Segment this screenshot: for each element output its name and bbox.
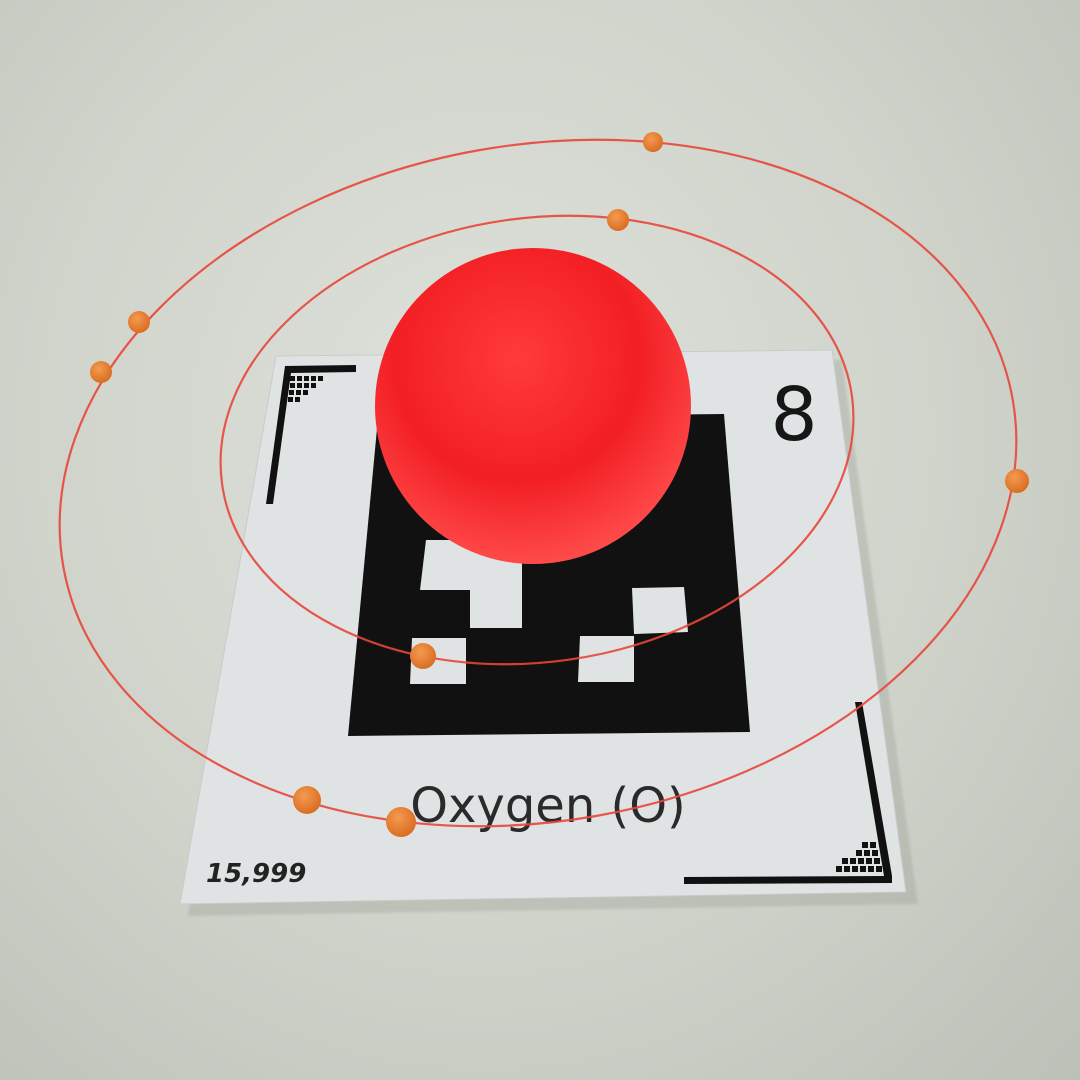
outer-orbit: [58, 138, 1018, 828]
electron[interactable]: [643, 132, 663, 152]
inner-orbit: [219, 214, 855, 666]
electron[interactable]: [410, 643, 436, 669]
atomic-number: 8: [770, 372, 817, 458]
electron[interactable]: [90, 361, 112, 383]
nucleus[interactable]: [375, 248, 691, 564]
electron[interactable]: [128, 311, 150, 333]
electron[interactable]: [293, 786, 321, 814]
electron[interactable]: [1005, 469, 1029, 493]
electron[interactable]: [607, 209, 629, 231]
corner-mark-top-left: [266, 365, 356, 504]
electron[interactable]: [386, 807, 416, 837]
atomic-mass: 15,999: [206, 859, 306, 889]
corner-mark-bottom-right: [684, 702, 892, 884]
